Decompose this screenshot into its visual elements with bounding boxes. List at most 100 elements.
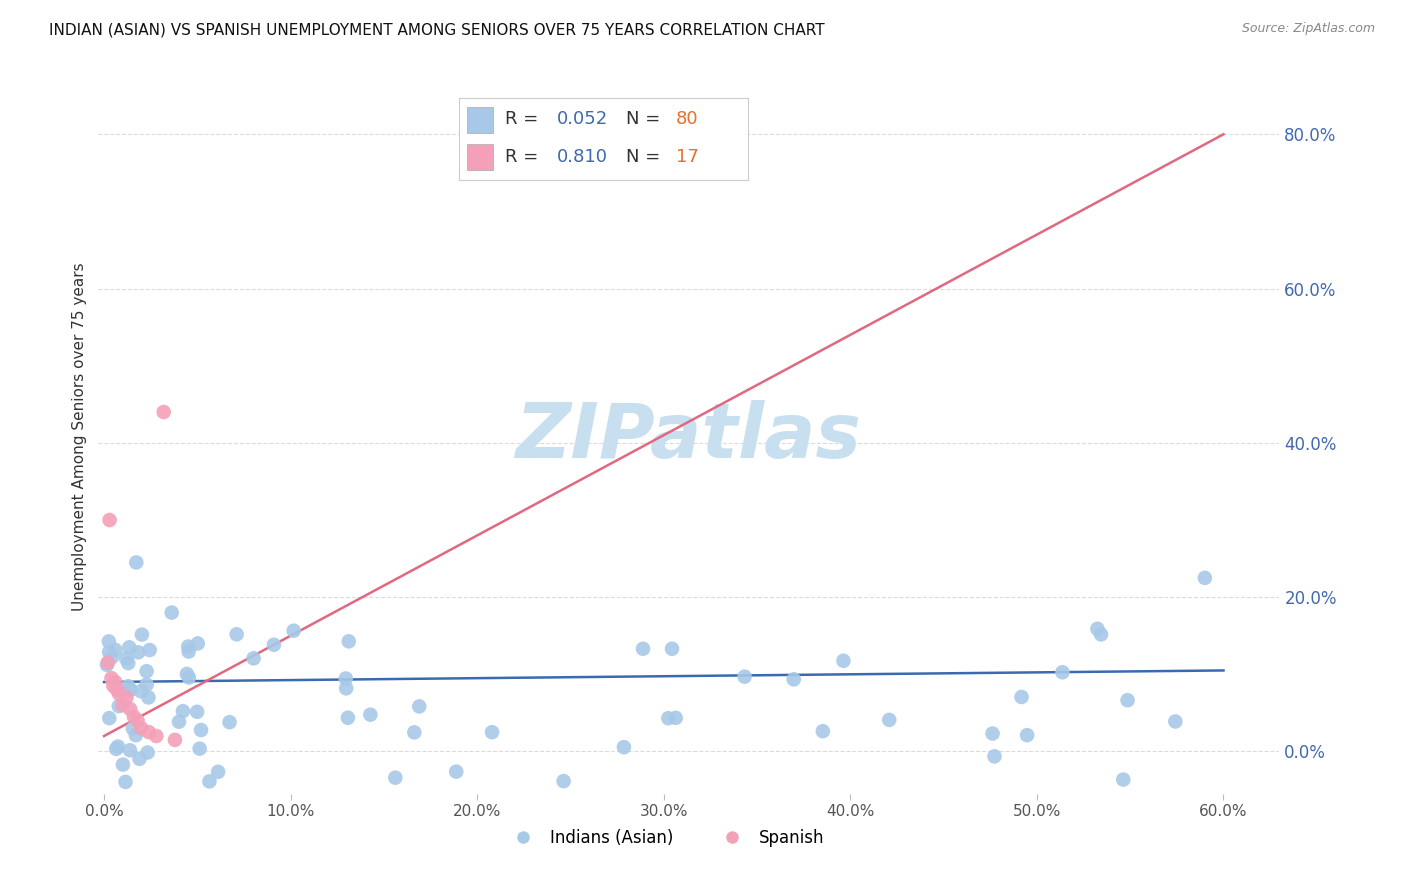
Point [263, 638, 285, 652]
Point [218, 715, 240, 730]
Point [118, 743, 141, 757]
Point [100, 671, 122, 685]
Point [1011, 690, 1033, 704]
Point [96, 657, 118, 672]
Point [811, 724, 834, 739]
Point [983, 749, 1005, 764]
Point [122, 710, 145, 724]
Point [242, 651, 264, 665]
Point [408, 699, 430, 714]
Point [138, 725, 160, 739]
Point [172, 704, 194, 718]
Text: INDIAN (ASIAN) VS SPANISH UNEMPLOYMENT AMONG SENIORS OVER 75 YEARS CORRELATION C: INDIAN (ASIAN) VS SPANISH UNEMPLOYMENT A… [49, 22, 825, 37]
Point [1164, 714, 1187, 729]
Point [190, 723, 212, 737]
Point [283, 624, 305, 638]
Point [832, 654, 855, 668]
Point [135, 678, 157, 692]
Point [111, 698, 134, 713]
Point [131, 627, 153, 641]
Y-axis label: Unemployment Among Seniors over 75 years: Unemployment Among Seniors over 75 years [72, 263, 87, 611]
Point [98, 513, 121, 527]
Point [108, 687, 131, 701]
Point [734, 670, 756, 684]
Point [613, 740, 636, 755]
Point [152, 405, 174, 419]
Point [107, 699, 129, 714]
Point [1087, 622, 1109, 636]
Point [661, 641, 683, 656]
Point [120, 702, 142, 716]
Point [335, 681, 357, 696]
Point [187, 636, 209, 650]
Point [176, 667, 198, 681]
Point [188, 741, 211, 756]
Point [98, 645, 121, 659]
Point [128, 752, 150, 766]
Point [138, 690, 160, 705]
Point [336, 711, 359, 725]
Point [115, 690, 138, 705]
Point [877, 713, 900, 727]
Point [981, 726, 1004, 740]
Point [97, 634, 120, 648]
Point [1116, 693, 1139, 707]
Point [118, 640, 141, 655]
Point [225, 627, 247, 641]
Point [1090, 627, 1112, 641]
Point [120, 682, 142, 697]
Point [163, 732, 186, 747]
Point [783, 673, 806, 687]
Point [177, 671, 200, 685]
Point [1052, 665, 1074, 680]
Point [1017, 728, 1039, 742]
Point [105, 742, 128, 756]
Point [665, 711, 688, 725]
Point [125, 556, 148, 570]
Point [114, 775, 136, 789]
Point [186, 705, 208, 719]
Point [359, 707, 381, 722]
Point [1194, 571, 1216, 585]
Point [136, 746, 159, 760]
Point [167, 714, 190, 729]
Point [117, 679, 139, 693]
Point [98, 711, 121, 725]
Point [107, 739, 129, 754]
Point [553, 774, 575, 789]
Point [207, 764, 229, 779]
Point [177, 644, 200, 658]
Point [97, 656, 120, 670]
Point [129, 684, 152, 698]
Legend: Indians (Asian), Spanish: Indians (Asian), Spanish [501, 822, 831, 854]
Point [125, 728, 148, 742]
Point [115, 683, 138, 698]
Point [198, 774, 221, 789]
Point [444, 764, 467, 779]
Point [101, 650, 124, 665]
Point [117, 656, 139, 670]
Point [121, 722, 143, 736]
Point [335, 672, 357, 686]
Point [337, 634, 360, 648]
Point [135, 665, 157, 679]
Point [1112, 772, 1135, 787]
Point [384, 771, 406, 785]
Point [104, 643, 127, 657]
Point [631, 641, 654, 656]
Point [177, 640, 200, 654]
Point [105, 682, 128, 697]
Point [104, 675, 127, 690]
Point [131, 721, 153, 735]
Point [127, 714, 149, 728]
Point [115, 651, 138, 665]
Point [145, 729, 167, 743]
Point [160, 606, 183, 620]
Point [127, 645, 149, 659]
Point [138, 643, 160, 657]
Point [481, 725, 503, 739]
Point [657, 711, 679, 725]
Text: ZIPatlas: ZIPatlas [516, 401, 862, 474]
Text: Source: ZipAtlas.com: Source: ZipAtlas.com [1241, 22, 1375, 36]
Point [404, 725, 426, 739]
